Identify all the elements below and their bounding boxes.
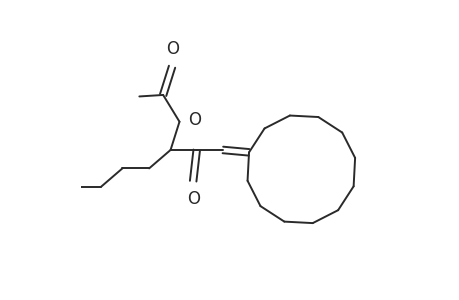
Text: O: O: [187, 111, 201, 129]
Text: O: O: [166, 40, 179, 58]
Text: O: O: [186, 190, 199, 208]
